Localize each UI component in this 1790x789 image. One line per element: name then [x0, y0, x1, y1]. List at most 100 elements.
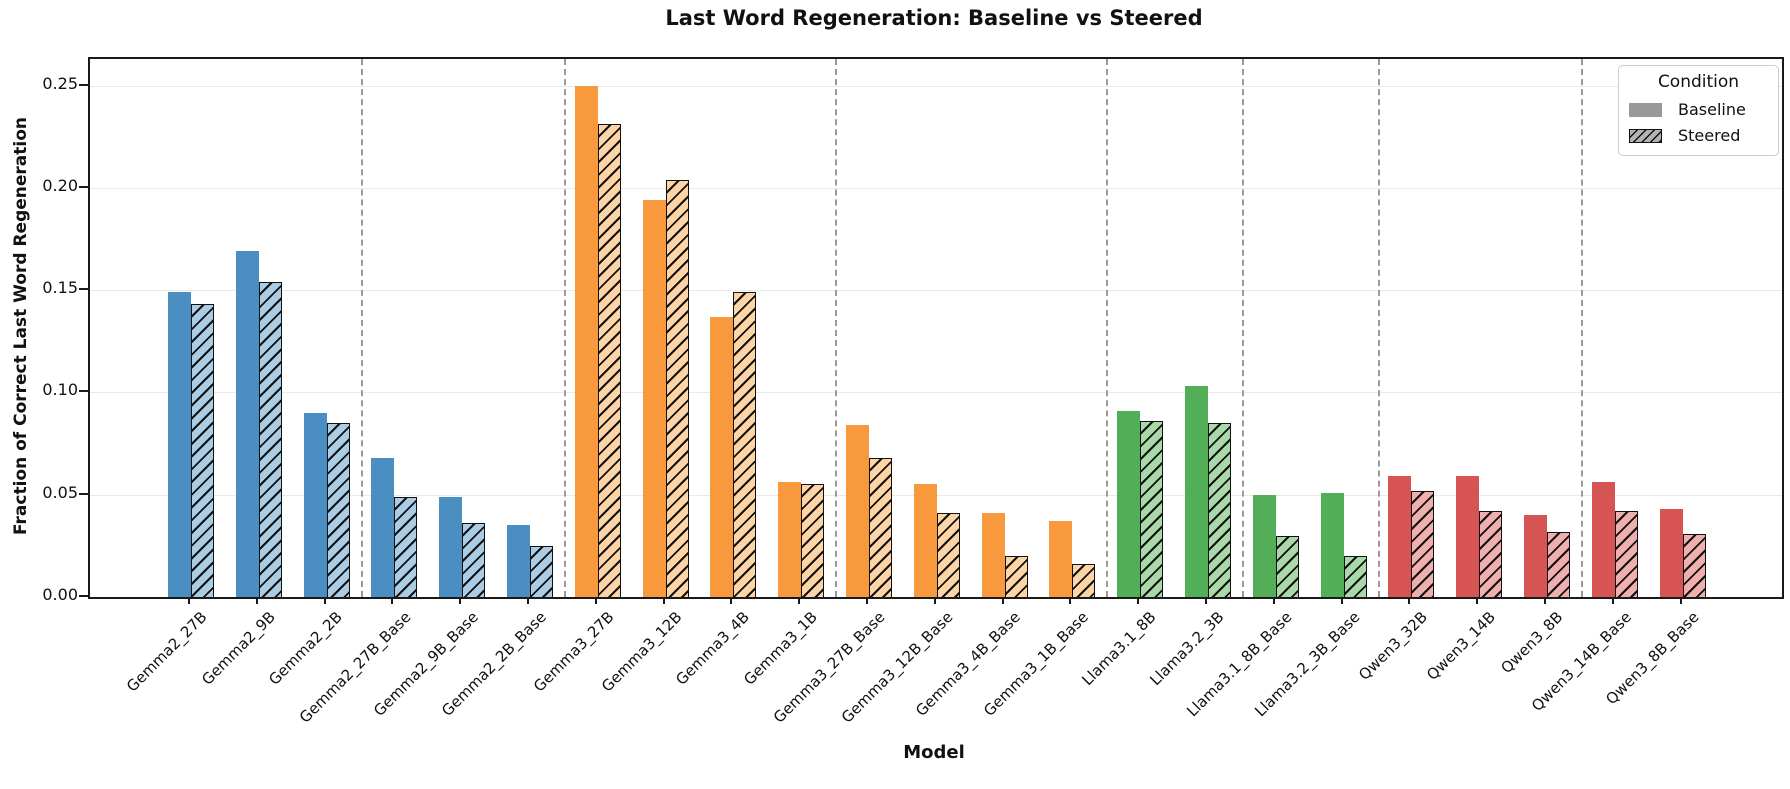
y-tick-label: 0.25	[42, 73, 78, 93]
y-tick-mark	[79, 83, 88, 86]
bar-baseline-Qwen3_32B	[1388, 476, 1412, 597]
x-tick-mark	[188, 597, 190, 604]
y-tick-label: 0.00	[42, 585, 78, 604]
bar-steered-Gemma2_2B	[326, 423, 350, 597]
bar-steered-Gemma3_27B_Base	[869, 457, 892, 597]
legend-title: Condition	[1657, 72, 1740, 92]
y-tick-label: 0.05	[42, 482, 78, 502]
x-tick-label-Qwen3_14B: Qwen3_14B	[1423, 608, 1499, 684]
x-tick-label-Gemma2_27B_Base: Gemma2_27B_Base	[295, 608, 415, 727]
x-tick-mark	[527, 597, 529, 604]
plot-area	[88, 57, 1784, 599]
group-separator	[1580, 59, 1583, 597]
bar-baseline-Qwen3_14B_Base	[1591, 482, 1615, 597]
group-separator	[360, 59, 363, 597]
bar-baseline-Gemma3_12B_Base	[913, 484, 937, 597]
x-tick-mark	[255, 597, 258, 604]
x-tick-label-Qwen3_8B: Qwen3_8B	[1497, 608, 1567, 678]
bar-baseline-Llama3.2_3B_Base	[1320, 492, 1344, 597]
x-tick-mark	[1205, 597, 1207, 604]
x-tick-mark	[933, 597, 936, 604]
chart-title: Last Word Regeneration: Baseline vs Stee…	[665, 6, 1203, 30]
bar-baseline-Gemma3_1B	[778, 482, 802, 597]
bar-baseline-Gemma3_27B	[574, 85, 598, 597]
x-tick-mark	[1408, 597, 1411, 604]
y-tick-mark	[79, 492, 88, 495]
bar-baseline-Gemma3_27B_Base	[846, 425, 869, 597]
y-tick-mark	[79, 390, 88, 393]
gridline	[90, 85, 1782, 87]
x-tick-mark	[1611, 597, 1614, 604]
bar-baseline-Llama3.1_8B	[1117, 410, 1141, 597]
bar-steered-Gemma2_2B_Base	[530, 545, 553, 597]
bar-steered-Gemma3_4B_Base	[1004, 556, 1028, 597]
bar-steered-Gemma3_4B	[733, 292, 757, 597]
bar-steered-Gemma3_12B_Base	[936, 513, 960, 597]
bar-steered-Gemma2_9B	[258, 281, 282, 597]
x-tick-mark	[1476, 597, 1479, 604]
x-tick-mark	[459, 597, 462, 604]
bar-baseline-Gemma3_1B_Base	[1049, 521, 1073, 597]
x-axis-label: Model	[903, 742, 965, 763]
bar-baseline-Gemma3_12B	[642, 200, 666, 597]
bar-baseline-Gemma3_4B_Base	[981, 513, 1005, 597]
y-tick-label: 0.15	[42, 278, 78, 298]
bar-steered-Qwen3_32B	[1411, 490, 1435, 597]
x-tick-label-Qwen3_32B: Qwen3_32B	[1355, 608, 1432, 684]
legend-label-steered: Steered	[1678, 126, 1741, 145]
bar-baseline-Qwen3_8B_Base	[1659, 509, 1683, 597]
y-axis-label: Fraction of Correct Last Word Regenerati…	[11, 117, 31, 535]
y-tick-mark	[79, 595, 88, 597]
x-tick-mark	[730, 597, 733, 604]
x-tick-mark	[866, 597, 868, 604]
x-tick-label-Gemma3_27B_Base: Gemma3_27B_Base	[770, 608, 889, 727]
legend: Condition Baseline Steered	[1618, 65, 1779, 156]
bar-baseline-Llama3.1_8B_Base	[1252, 494, 1276, 597]
x-tick-label-Gemma3_12B_Base: Gemma3_12B_Base	[837, 608, 957, 727]
x-tick-mark	[1069, 597, 1072, 604]
bar-steered-Gemma3_1B_Base	[1072, 564, 1096, 597]
x-tick-mark	[662, 597, 665, 604]
group-separator	[1377, 59, 1380, 597]
x-tick-mark	[1137, 597, 1140, 604]
legend-entry-steered: Steered	[1629, 126, 1768, 145]
x-tick-mark	[594, 597, 597, 604]
x-tick-mark	[1340, 597, 1343, 604]
bar-steered-Llama3.1_8B_Base	[1275, 535, 1299, 597]
gridline	[90, 187, 1782, 189]
bar-steered-Gemma3_1B	[801, 484, 825, 597]
x-tick-mark	[323, 597, 326, 604]
bar-baseline-Gemma3_4B	[710, 316, 734, 597]
bar-steered-Qwen3_8B	[1547, 531, 1570, 597]
bar-baseline-Gemma2_2B_Base	[507, 525, 530, 597]
bar-steered-Gemma2_27B	[191, 304, 214, 597]
bar-baseline-Gemma2_9B	[235, 251, 259, 597]
bar-steered-Gemma3_12B	[665, 179, 689, 597]
y-tick-mark	[79, 185, 88, 188]
x-tick-mark	[1679, 597, 1682, 604]
bar-steered-Gemma2_27B_Base	[394, 496, 418, 597]
y-tick-label: 0.10	[42, 380, 78, 400]
steered-swatch-icon	[1629, 128, 1662, 143]
bar-baseline-Gemma2_27B_Base	[371, 457, 395, 597]
group-separator	[1241, 59, 1244, 597]
bar-baseline-Gemma2_27B	[168, 292, 191, 597]
bar-steered-Qwen3_8B_Base	[1682, 533, 1706, 597]
x-tick-mark	[1544, 597, 1546, 604]
legend-entry-baseline: Baseline	[1629, 100, 1768, 119]
bar-baseline-Qwen3_8B	[1524, 515, 1547, 597]
legend-label-baseline: Baseline	[1678, 100, 1746, 119]
gridline	[90, 392, 1782, 394]
bar-baseline-Llama3.2_3B	[1185, 386, 1208, 597]
x-tick-mark	[798, 597, 801, 604]
bar-steered-Llama3.2_3B	[1208, 423, 1231, 597]
group-separator	[1106, 59, 1109, 597]
bar-baseline-Gemma2_9B_Base	[439, 496, 463, 597]
x-tick-mark	[1001, 597, 1004, 604]
group-separator	[563, 59, 566, 597]
y-tick-label: 0.20	[42, 175, 78, 195]
bar-steered-Gemma3_27B	[597, 124, 621, 597]
y-tick-mark	[79, 288, 88, 291]
group-separator	[835, 59, 838, 597]
